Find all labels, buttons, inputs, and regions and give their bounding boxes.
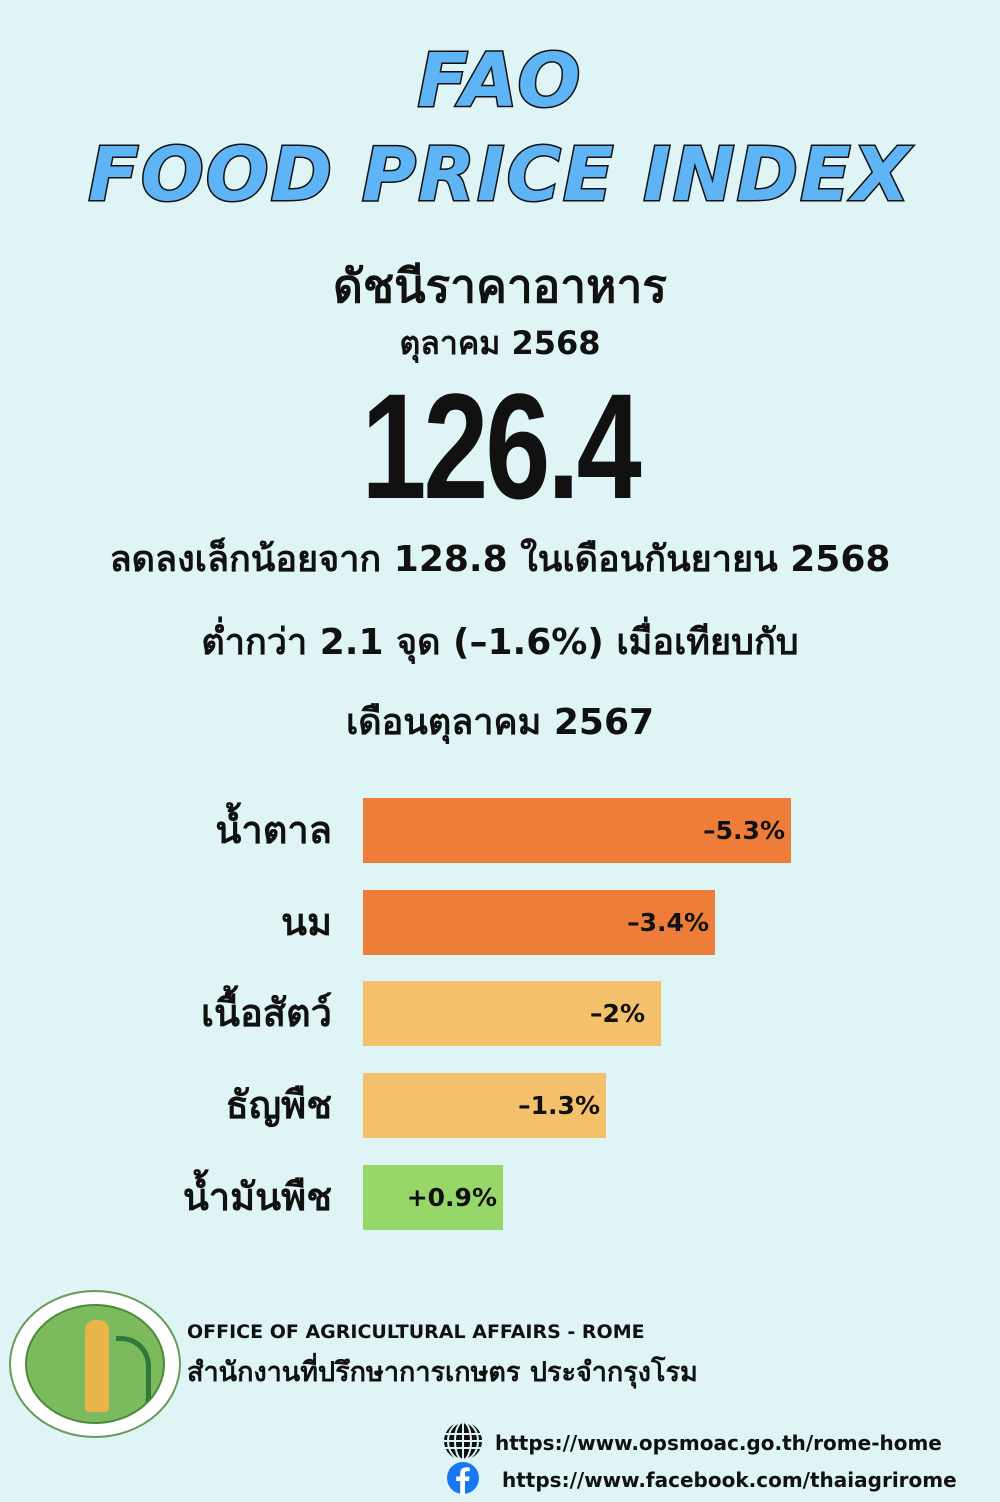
bar-value: +0.9% (406, 1183, 497, 1212)
bar-value: –2% (590, 999, 645, 1028)
logo-naga-icon (116, 1336, 151, 1422)
website-link[interactable]: https://www.opsmoac.go.th/rome-home (495, 1431, 942, 1455)
title-fao: FAO (416, 37, 583, 126)
bar-label: น้ำตาล (215, 808, 332, 852)
bar-sugar: –5.3% (363, 798, 791, 863)
bar-value: –3.4% (627, 908, 709, 937)
globe-icon (443, 1421, 483, 1465)
bar-row-dairy: นม –3.4% (0, 890, 1000, 955)
ministry-logo (9, 1290, 181, 1438)
summary-line-1: ลดลงเล็กน้อยจาก 128.8 ในเดือนกันยายน 256… (109, 539, 891, 580)
index-value: 126.4 (361, 362, 641, 530)
bar-row-meat: เนื้อสัตว์ –2% (0, 981, 1000, 1046)
bar-vegetable-oils: +0.9% (363, 1165, 503, 1230)
bar-label: นม (280, 900, 332, 944)
bar-row-cereals: ธัญพืช –1.3% (0, 1073, 1000, 1138)
bar-label: เนื้อสัตว์ (201, 991, 332, 1035)
bar-dairy: –3.4% (363, 890, 715, 955)
summary-line-3: เดือนตุลาคม 2567 (345, 702, 655, 743)
facebook-link-row[interactable]: https://www.facebook.com/thaiagrirome (446, 1461, 957, 1499)
bar-cereals: –1.3% (363, 1073, 606, 1138)
bar-meat: –2% (363, 981, 661, 1046)
bar-value: –1.3% (518, 1091, 600, 1120)
bar-row-vegetable-oils: น้ำมันพืช +0.9% (0, 1165, 1000, 1230)
org-name-thai: สำนักงานที่ปรึกษาการเกษตร ประจำกรุงโรม (187, 1357, 698, 1388)
logo-figure-icon (85, 1320, 109, 1412)
facebook-link[interactable]: https://www.facebook.com/thaiagrirome (502, 1468, 957, 1492)
bar-label: น้ำมันพืช (182, 1175, 332, 1219)
website-link-row[interactable]: https://www.opsmoac.go.th/rome-home (443, 1421, 942, 1465)
bar-row-sugar: น้ำตาล –5.3% (0, 798, 1000, 863)
subtitle-thai: ดัชนีราคาอาหาร (333, 259, 667, 313)
month-label: ตุลาคม 2568 (399, 324, 601, 362)
bar-value: –5.3% (703, 816, 785, 845)
logo-emblem (25, 1304, 165, 1424)
summary-line-2: ต่ำกว่า 2.1 จุด (–1.6%) เมื่อเทียบกับ (201, 622, 799, 663)
facebook-icon (446, 1461, 480, 1499)
org-name-english: OFFICE OF AGRICULTURAL AFFAIRS - ROME (187, 1321, 645, 1343)
title-food-price-index: FOOD PRICE INDEX (87, 131, 912, 220)
bar-label: ธัญพืช (225, 1083, 332, 1127)
